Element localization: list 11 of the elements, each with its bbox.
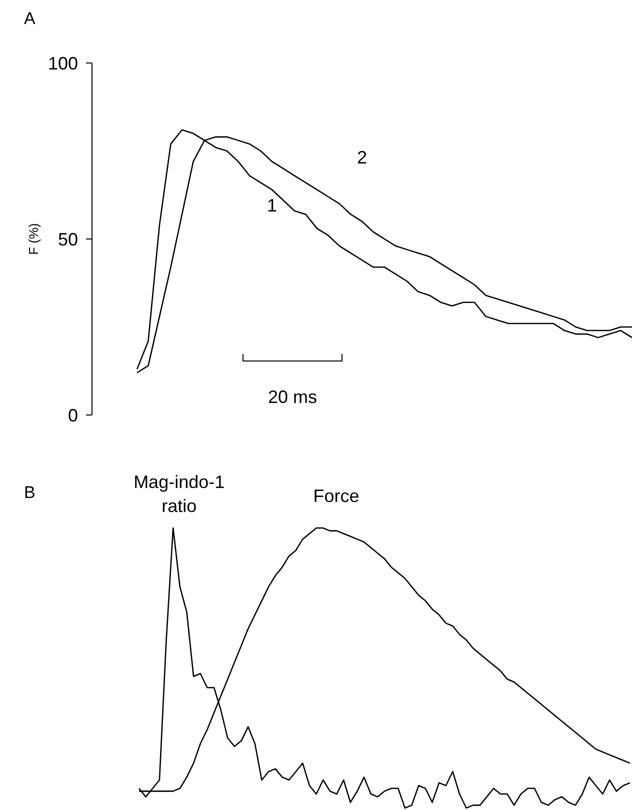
y-tick-label: 0 xyxy=(68,405,78,426)
chart-title: A xyxy=(24,9,36,28)
series-label: Force xyxy=(313,486,360,506)
y-tick-label: 50 xyxy=(58,229,78,250)
chart-title: B xyxy=(24,483,36,502)
text: 2 xyxy=(356,147,368,168)
series-label: 1 xyxy=(266,196,278,216)
annotation: 20 ms xyxy=(268,387,318,407)
series-label: Mag-indo-1 ratio xyxy=(134,472,225,516)
y-axis-title: F (%) xyxy=(26,223,41,255)
y-tick-label: 100 xyxy=(48,53,78,74)
